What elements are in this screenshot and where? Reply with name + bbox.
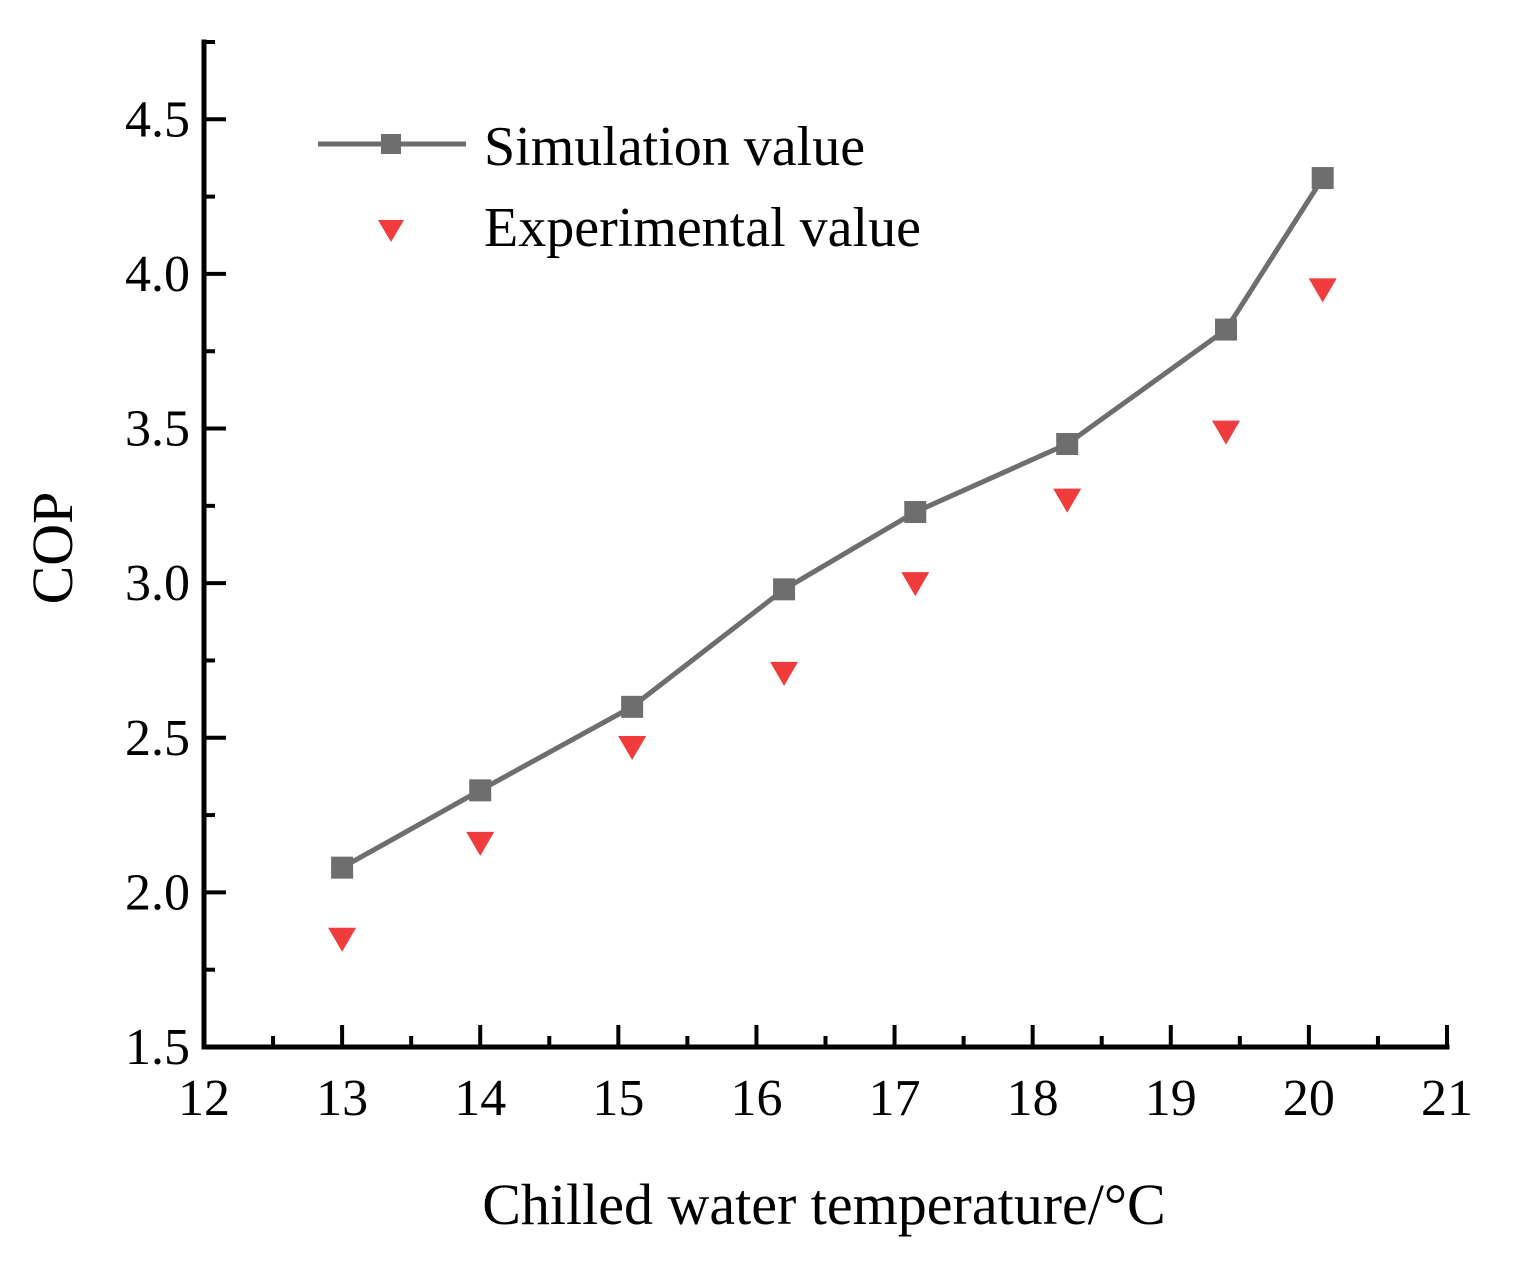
simulation-point (1056, 433, 1079, 455)
legend-simulation-marker (381, 134, 401, 154)
x-tick-label: 18 (1007, 1070, 1059, 1127)
legend-experimental-label: Experimental value (484, 197, 921, 259)
experimental-point (328, 927, 357, 952)
simulation-point (621, 695, 644, 718)
x-tick-label: 13 (316, 1070, 368, 1127)
experimental-point (1308, 278, 1337, 303)
y-tick-label: 2.0 (125, 864, 190, 921)
legend: Simulation value Experimental value (318, 116, 921, 259)
simulation-point (331, 856, 354, 879)
simulation-point (469, 779, 492, 802)
simulation-point (1215, 318, 1238, 341)
series-experimental (328, 278, 1337, 952)
legend-experimental-marker (378, 220, 404, 242)
x-tick-label: 14 (454, 1070, 506, 1127)
x-tick-label: 16 (730, 1070, 782, 1127)
y-tick-label: 2.5 (125, 710, 190, 767)
experimental-point (1212, 420, 1241, 445)
experimental-point (901, 572, 930, 597)
y-tick-label: 3.5 (125, 401, 190, 458)
x-tick-label: 12 (178, 1070, 230, 1127)
simulation-point (773, 578, 796, 601)
x-tick-label: 17 (869, 1070, 921, 1127)
series-layer (328, 167, 1337, 952)
x-tick-label: 19 (1145, 1070, 1197, 1127)
experimental-point (770, 661, 799, 686)
x-tick-label: 21 (1421, 1070, 1473, 1127)
x-axis-title: Chilled water temperature/°C (482, 1172, 1166, 1237)
axes: 12 13 14 15 16 17 18 19 20 21 1.5 2.0 2.5 3.0 3.5 4.0 4.… (125, 39, 1473, 1127)
simulation-point (1311, 167, 1334, 190)
legend-simulation-label: Simulation value (484, 116, 865, 178)
y-tick-label: 3.0 (125, 555, 190, 612)
simulation-point (904, 501, 927, 524)
experimental-point (1053, 488, 1082, 513)
experimental-point (618, 736, 647, 761)
y-tick-label: 1.5 (125, 1019, 190, 1076)
x-tick-label: 15 (592, 1070, 644, 1127)
series-simulation (331, 167, 1334, 879)
y-tick-label: 4.5 (125, 91, 190, 148)
experimental-point (466, 831, 495, 856)
x-tick-label: 20 (1283, 1070, 1335, 1127)
y-tick-label: 4.0 (125, 246, 190, 303)
y-axis-title: COP (20, 492, 85, 605)
simulation-line (340, 176, 1325, 870)
